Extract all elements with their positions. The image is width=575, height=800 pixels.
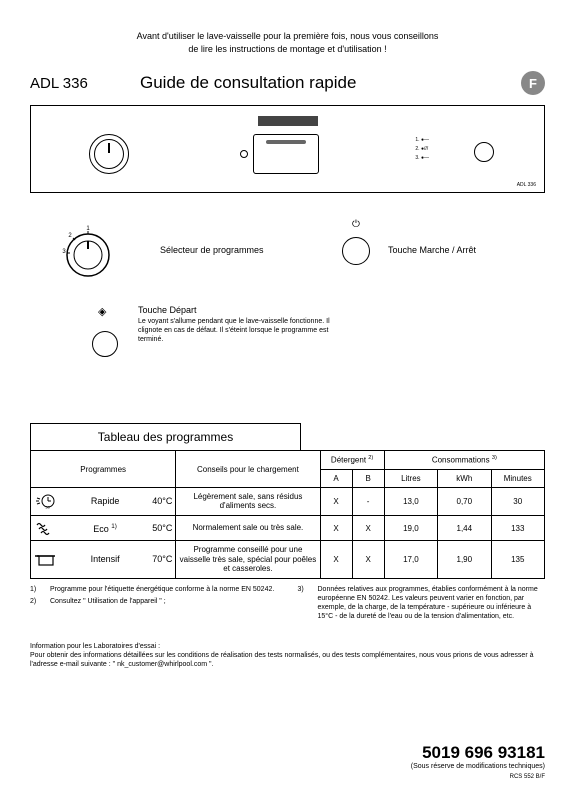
program-pot-icon — [34, 551, 58, 567]
footnotes-right: 3)Données relatives aux programmes, étab… — [298, 585, 546, 624]
programs-table-title: Tableau des programmes — [30, 423, 301, 450]
power-label: Touche Marche / Arrêt — [388, 245, 476, 255]
program-cell: 30' Rapide 40°C — [31, 487, 176, 515]
th-loading: Conseils pour le chargement — [176, 451, 320, 488]
program-name: Rapide — [64, 496, 146, 506]
program-temp: 50°C — [152, 523, 172, 533]
svg-text:30': 30' — [45, 505, 50, 510]
program-cell: Eco 1) 50°C — [31, 516, 176, 541]
footer: 5019 696 93181 (Sous réserve de modifica… — [30, 743, 545, 780]
cons-litres: 17,0 — [384, 541, 437, 579]
th-detergent: Détergent 2) — [320, 451, 384, 470]
detergent-a: X — [320, 541, 352, 579]
selector-knob-detail-icon: 1 2 3 — [60, 223, 116, 282]
detergent-b: X — [352, 516, 384, 541]
detergent-b: - — [352, 487, 384, 515]
document-number: 5019 696 93181 — [30, 743, 545, 763]
svg-text:3: 3 — [62, 249, 66, 255]
cons-litres: 19,0 — [384, 516, 437, 541]
warning-line2: de lire les instructions de montage et d… — [188, 44, 386, 54]
lab-info-line2: Pour obtenir des informations détaillées… — [30, 651, 545, 669]
detergent-a: X — [320, 516, 352, 541]
cons-min: 135 — [491, 541, 545, 579]
panel-indicators: 1. ●— 2. ●/// 3. ●— — [415, 136, 429, 163]
programs-table: Programmes Conseils pour le chargement D… — [30, 450, 545, 579]
footnotes: 1) Programme pour l'étiquette énergétique… — [30, 585, 545, 624]
cons-kwh: 1,90 — [438, 541, 491, 579]
panel-power-knob-icon — [474, 142, 494, 162]
lab-info: Information pour les Laboratoires d'essa… — [30, 642, 545, 669]
model-label: ADL 336 — [30, 75, 130, 92]
footnote-item: 2) Consultez " Utilisation de l'appareil … — [30, 597, 278, 606]
indicator-2: 2. ●/// — [415, 145, 429, 154]
power-button-icon — [342, 237, 370, 265]
start-title: Touche Départ — [138, 305, 348, 315]
svg-text:2: 2 — [68, 233, 72, 239]
footnote-num: 1) — [30, 585, 44, 594]
detergent-a: X — [320, 487, 352, 515]
footnote-num: 2) — [30, 597, 44, 606]
detergent-b: X — [352, 541, 384, 579]
indicator-1: 1. ●— — [415, 136, 429, 145]
program-wave-icon — [34, 520, 58, 536]
th-minutes: Minutes — [491, 469, 545, 487]
table-row: Eco 1) 50°C Normalement sale ou très sale.… — [31, 516, 545, 541]
language-badge: F — [521, 71, 545, 95]
footnote-item: 3)Données relatives aux programmes, étab… — [298, 585, 546, 621]
th-programs: Programmes — [31, 451, 176, 488]
cons-kwh: 0,70 — [438, 487, 491, 515]
th-a: A — [320, 469, 352, 487]
start-description-block: Touche Départ Le voyant s'allume pendant… — [138, 305, 348, 344]
loading-advice: Légèrement sale, sans résidus d'aliments… — [176, 487, 320, 515]
footnote-text: Consultez " Utilisation de l'appareil " … — [50, 597, 166, 606]
header-row: ADL 336 Guide de consultation rapide F — [30, 71, 545, 95]
brand-plate-icon — [258, 116, 318, 126]
page-title: Guide de consultation rapide — [130, 73, 521, 93]
loading-advice: Normalement sale ou très sale. — [176, 516, 320, 541]
program-temp: 70°C — [152, 554, 172, 564]
program-cell: Intensif 70°C — [31, 541, 176, 579]
footnote-text: Programme pour l'étiquette énergétique c… — [50, 585, 274, 594]
cons-min: 30 — [491, 487, 545, 515]
reserve-text: (Sous réserve de modifications technique… — [30, 763, 545, 770]
cons-kwh: 1,44 — [438, 516, 491, 541]
start-button-icon — [92, 331, 118, 357]
footnote-text: Données relatives aux programmes, établi… — [318, 585, 546, 621]
program-name: Eco 1) — [64, 523, 146, 534]
footnote-num: 3) — [298, 585, 312, 621]
power-icon: ⏻ — [352, 219, 360, 230]
loading-advice: Programme conseillé pour une vaisselle t… — [176, 541, 320, 579]
control-panel-diagram: 1. ●— 2. ●/// 3. ●— ADL 336 — [30, 105, 545, 193]
selector-label: Sélecteur de programmes — [160, 245, 264, 255]
cons-litres: 13,0 — [384, 487, 437, 515]
table-row: Intensif 70°C Programme conseillé pour une… — [31, 541, 545, 579]
warning-line1: Avant d'utiliser le lave-vaisselle pour … — [137, 31, 439, 41]
program-temp: 40°C — [152, 496, 172, 506]
cons-min: 133 — [491, 516, 545, 541]
th-litres: Litres — [384, 469, 437, 487]
start-icon: ◈ — [98, 305, 106, 318]
panel-detergent-door-icon — [253, 134, 319, 174]
controls-section: 1 2 3 Sélecteur de programmes ⏻ Touche M… — [30, 213, 545, 413]
table-row: 30' Rapide 40°C Légèrement sale, sans résid… — [31, 487, 545, 515]
panel-model-text: ADL 336 — [517, 182, 536, 188]
warning-text: Avant d'utiliser le lave-vaisselle pour … — [30, 30, 545, 55]
program-name: Intensif — [64, 554, 146, 564]
th-b: B — [352, 469, 384, 487]
table-header-row-1: Programmes Conseils pour le chargement D… — [31, 451, 545, 470]
program-clock-icon: 30' — [34, 493, 58, 509]
th-consumption: Consommations 3) — [384, 451, 544, 470]
footnote-item: 1) Programme pour l'étiquette énergétique… — [30, 585, 278, 594]
footnotes-left: 1) Programme pour l'étiquette énergétique… — [30, 585, 278, 624]
indicator-3: 3. ●— — [415, 154, 429, 163]
lab-info-line1: Information pour les Laboratoires d'essa… — [30, 642, 545, 651]
start-description: Le voyant s'allume pendant que le lave-v… — [138, 317, 348, 344]
tiny-code: RCS 552 B/F — [30, 774, 545, 780]
th-kwh: kWh — [438, 469, 491, 487]
panel-selector-knob-icon — [89, 134, 129, 174]
